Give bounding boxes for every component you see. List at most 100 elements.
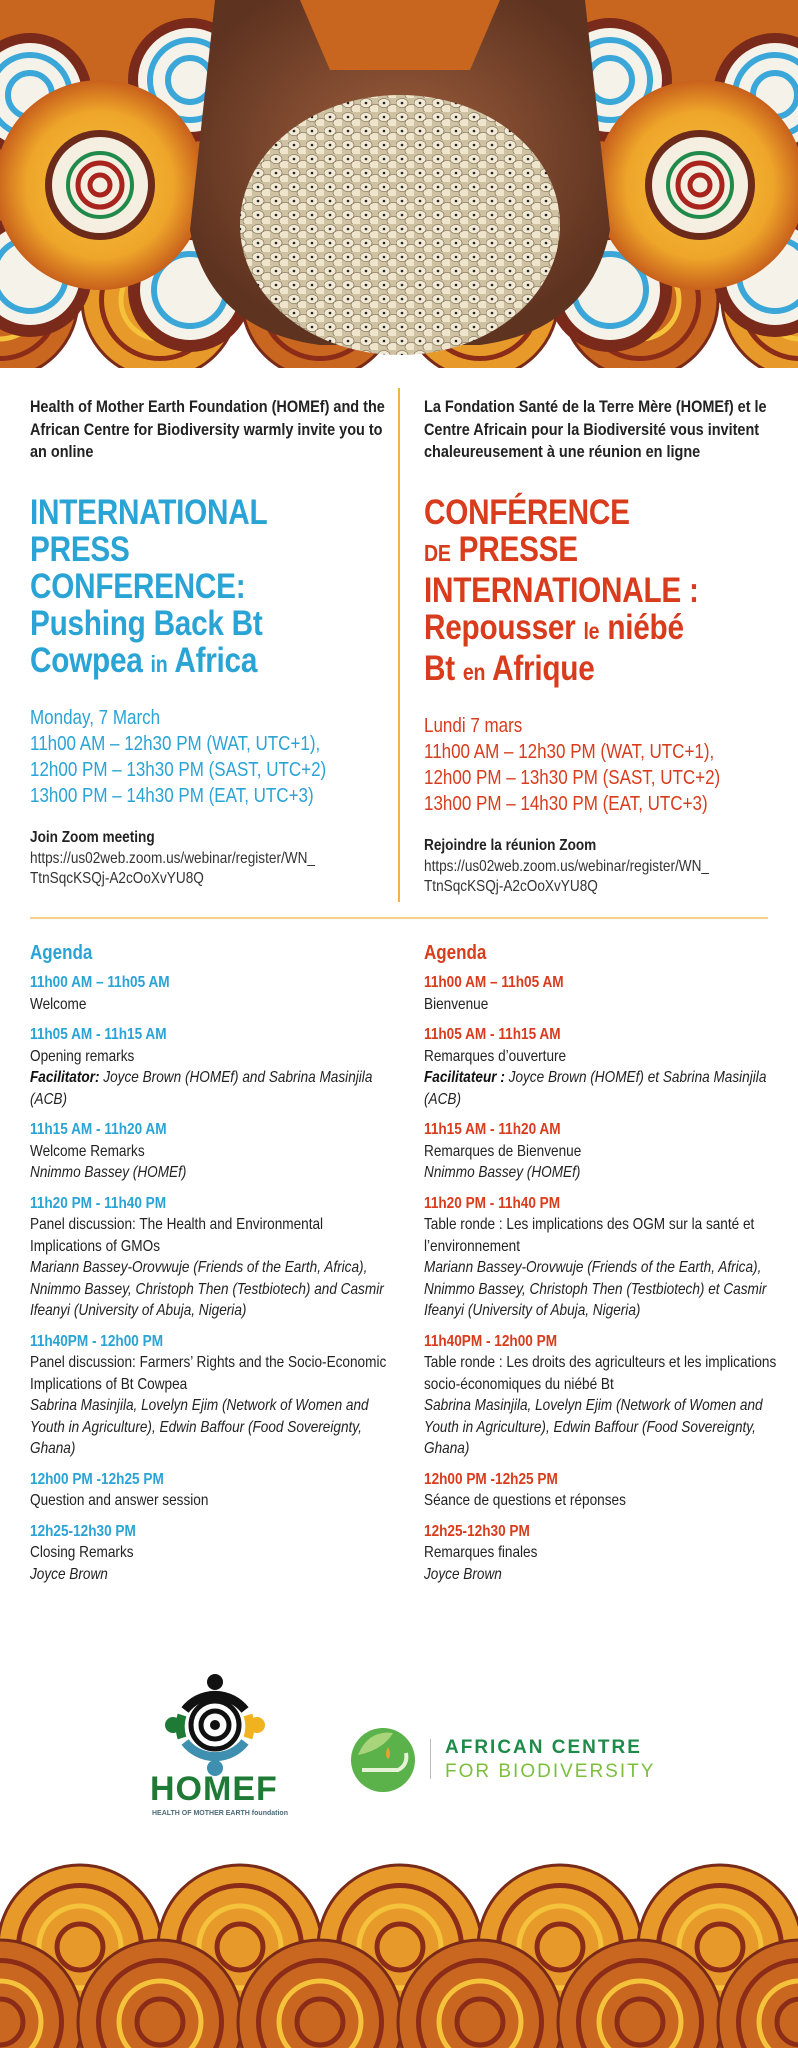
agenda-title: Remarques de Bienvenue [424, 1141, 785, 1163]
agenda-time: 11h05 AM - 11h15 AM [424, 1024, 785, 1046]
agenda-time: 11h05 AM - 11h15 AM [30, 1024, 396, 1046]
agenda-time: 11h15 AM - 11h20 AM [424, 1119, 785, 1141]
english-invitation: Health of Mother Earth Foundation (HOMEf… [30, 396, 396, 889]
title-line: PRESS [30, 531, 396, 568]
agenda-time: 11h00 AM – 11h05 AM [30, 972, 396, 994]
agenda-title: Bienvenue [424, 994, 785, 1016]
subtitle-word: en [463, 659, 485, 685]
agenda-title: Table ronde : Les droits des agriculteur… [424, 1352, 785, 1395]
event-date-times: Monday, 7 March 11h00 AM – 12h30 PM (WAT… [30, 705, 396, 809]
facilitator-label: Facilitateur : [424, 1069, 505, 1086]
bottom-banner-image [0, 1852, 798, 2048]
agenda-time: 11h40PM - 12h00 PM [30, 1331, 396, 1353]
title-line: CONFÉRENCE [424, 494, 785, 531]
agenda-time: 12h00 PM -12h25 PM [30, 1469, 396, 1491]
subtitle-line: Repousser le niébé [424, 609, 785, 650]
subtitle-word: in [151, 651, 168, 677]
acb-name-line-2: FOR BIODIVERSITY [445, 1761, 655, 1783]
agenda-speakers: Sabrina Masinjila, Lovelyn Ejim (Network… [424, 1395, 785, 1460]
title-word: PRESSE [459, 530, 578, 569]
zoom-link-line[interactable]: TtnSqcKSQj-A2cOoXvYU8Q [424, 877, 785, 897]
subtitle-word: Africa [174, 641, 257, 680]
agenda-heading: Agenda [424, 940, 785, 966]
agenda-speakers: Sabrina Masinjila, Lovelyn Ejim (Network… [30, 1395, 396, 1460]
event-time: 12h00 PM – 13h30 PM (SAST, UTC+2) [424, 765, 785, 791]
agenda-heading: Agenda [30, 940, 396, 966]
speaker-names: Joyce Brown [424, 1566, 502, 1583]
agenda-title: Question and answer session [30, 1490, 396, 1512]
title-line: DE PRESSE [424, 531, 785, 572]
homef-emblem-icon [140, 1670, 290, 1780]
zoom-link-line[interactable]: TtnSqcKSQj-A2cOoXvYU8Q [30, 869, 396, 889]
homef-tagline: HEALTH OF MOTHER EARTH foundation [152, 1810, 288, 1817]
speaker-names: Nnimmo Bassey (HOMEf) [424, 1164, 580, 1181]
zoom-link-line[interactable]: https://us02web.zoom.us/webinar/register… [30, 849, 396, 869]
agenda-time: 11h15 AM - 11h20 AM [30, 1119, 396, 1141]
title-line: CONFERENCE: [30, 568, 396, 605]
top-banner-image [0, 0, 798, 368]
agenda-speakers: Mariann Bassey-Orovwuje (Friends of the … [30, 1257, 396, 1322]
acb-name-line-1: AFRICAN CENTRE [445, 1737, 642, 1759]
title-line: INTERNATIONALE : [424, 572, 785, 609]
join-label: Join Zoom meeting [30, 827, 396, 849]
agenda-time: 11h00 AM – 11h05 AM [424, 972, 785, 994]
agenda-time: 12h25-12h30 PM [30, 1521, 396, 1543]
event-date-times: Lundi 7 mars 11h00 AM – 12h30 PM (WAT, U… [424, 713, 785, 817]
event-title: CONFÉRENCE DE PRESSE INTERNATIONALE : Re… [424, 494, 785, 691]
agenda-title: Panel discussion: Farmers’ Rights and th… [30, 1352, 396, 1395]
agenda-title: Opening remarks [30, 1046, 396, 1068]
agenda-title: Remarques d’ouverture [424, 1046, 785, 1068]
subtitle-word: niébé [607, 608, 683, 647]
agenda-speakers: Mariann Bassey-Orovwuje (Friends of the … [424, 1257, 785, 1322]
subtitle-word: Bt [424, 649, 455, 688]
zoom-link[interactable]: https://us02web.zoom.us/webinar/register… [424, 857, 785, 897]
agenda-speakers: Facilitateur : Joyce Brown (HOMEf) et Sa… [424, 1067, 785, 1110]
acb-hand-leaf-icon [348, 1725, 418, 1795]
zoom-link-line[interactable]: https://us02web.zoom.us/webinar/register… [424, 857, 785, 877]
agenda-speakers: Joyce Brown [424, 1564, 785, 1586]
event-time: 11h00 AM – 12h30 PM (WAT, UTC+1), [30, 731, 396, 757]
title-line: INTERNATIONAL [30, 494, 396, 531]
agenda-title: Closing Remarks [30, 1542, 396, 1564]
agenda-title: Table ronde : Les implications des OGM s… [424, 1214, 785, 1257]
event-time: 11h00 AM – 12h30 PM (WAT, UTC+1), [424, 739, 785, 765]
agenda-title: Remarques finales [424, 1542, 785, 1564]
speaker-names: Mariann Bassey-Orovwuje (Friends of the … [30, 1259, 384, 1319]
subtitle-line: Bt en Afrique [424, 650, 785, 691]
intro-text: La Fondation Santé de la Terre Mère (HOM… [424, 396, 785, 464]
intro-text: Health of Mother Earth Foundation (HOMEf… [30, 396, 396, 464]
column-divider [398, 388, 400, 902]
subtitle-line: Cowpea in Africa [30, 642, 396, 683]
event-title: INTERNATIONAL PRESS CONFERENCE: Pushing … [30, 494, 396, 683]
homef-wordmark: HOMEF [150, 1770, 278, 1809]
agenda-time: 11h20 PM - 11h40 PM [424, 1193, 785, 1215]
agenda-speakers: Nnimmo Bassey (HOMEf) [30, 1162, 396, 1184]
subtitle-word: Repousser [424, 608, 575, 647]
speaker-names: Mariann Bassey-Orovwuje (Friends of the … [424, 1259, 766, 1319]
agenda-speakers: Facilitator: Joyce Brown (HOMEf) and Sab… [30, 1067, 396, 1110]
zoom-link[interactable]: https://us02web.zoom.us/webinar/register… [30, 849, 396, 889]
event-time: 13h00 PM – 14h30 PM (EAT, UTC+3) [424, 791, 785, 817]
acb-divider [430, 1739, 431, 1779]
acb-logo: AFRICAN CENTRE FOR BIODIVERSITY [348, 1725, 678, 1805]
speaker-names: Sabrina Masinjila, Lovelyn Ejim (Network… [424, 1397, 763, 1457]
event-date: Monday, 7 March [30, 705, 396, 731]
agenda-title: Panel discussion: The Health and Environ… [30, 1214, 396, 1257]
agenda-time: 12h25-12h30 PM [424, 1521, 785, 1543]
french-invitation: La Fondation Santé de la Terre Mère (HOM… [424, 396, 785, 897]
subtitle-word: Cowpea [30, 641, 143, 680]
